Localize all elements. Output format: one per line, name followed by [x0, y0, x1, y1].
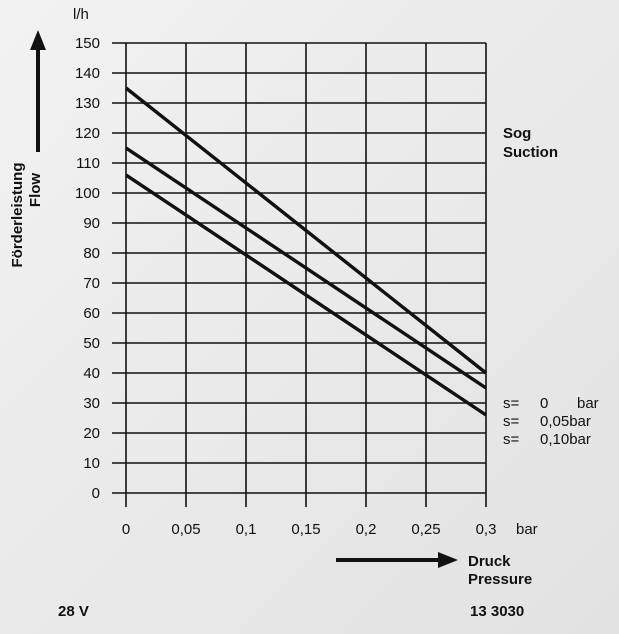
legend-unit: bar: [577, 395, 599, 412]
part-number: 13 3030: [470, 603, 524, 620]
legend-entry-2: s= 0,05bar: [503, 413, 591, 430]
series-lines: [124, 86, 488, 417]
y-tick-label: 110: [76, 155, 100, 172]
series-line-2: [125, 146, 487, 390]
legend-entry-1: s= 0 bar: [503, 395, 599, 412]
x-tick-label: 0,2: [356, 521, 377, 538]
x-tick-labels: 0 0,05 0,1 0,15 0,2 0,25 0,3: [122, 521, 497, 538]
side-note-en: Suction: [503, 144, 558, 161]
y-tick-labels: 0 10 20 30 40 50 60 70 80 90 100 110 120 130 140 150: [75, 35, 100, 502]
y-unit-label: l/h: [73, 6, 89, 23]
legend: s= 0 bar s= 0,05bar s= 0,10bar: [503, 395, 599, 448]
y-tick-label: 20: [83, 425, 100, 442]
x-tick-label: 0,1: [236, 521, 257, 538]
legend-prefix: s=: [503, 413, 520, 430]
x-axis-title: Druck Pressure: [336, 552, 532, 588]
y-tick-label: 10: [83, 455, 100, 472]
y-tick-label: 60: [83, 305, 100, 322]
y-tick-label: 80: [83, 245, 100, 262]
x-tick-label: 0,3: [476, 521, 497, 538]
y-axis-label-en: Flow: [27, 173, 44, 207]
legend-value: 0,05bar: [540, 413, 591, 430]
x-unit-label: bar: [516, 521, 538, 538]
x-tick-label: 0,05: [171, 521, 200, 538]
legend-value: 0: [540, 395, 548, 412]
y-axis-title: Förderleistung Flow: [9, 30, 46, 268]
x-axis-label-de: Druck: [468, 553, 511, 570]
x-tick-label: 0,15: [291, 521, 320, 538]
y-tick-label: 150: [75, 35, 100, 52]
legend-prefix: s=: [503, 395, 520, 412]
y-tick-label: 100: [75, 185, 100, 202]
y-tick-label: 140: [75, 65, 100, 82]
x-axis-label-en: Pressure: [468, 571, 532, 588]
y-tick-label: 0: [92, 485, 100, 502]
y-axis-label-de: Förderleistung: [9, 162, 26, 267]
x-tick-label: 0: [122, 521, 130, 538]
side-note-de: Sog: [503, 125, 531, 142]
y-tick-label: 70: [83, 275, 100, 292]
y-tick-label: 120: [75, 125, 100, 142]
legend-value: 0,10bar: [540, 431, 591, 448]
grid: [112, 42, 487, 507]
voltage-label: 28 V: [58, 603, 89, 620]
x-axis-arrow-head: [438, 552, 458, 568]
legend-prefix: s=: [503, 431, 520, 448]
y-tick-label: 130: [75, 95, 100, 112]
y-tick-label: 30: [83, 395, 100, 412]
y-tick-label: 90: [83, 215, 100, 232]
y-tick-label: 50: [83, 335, 100, 352]
y-tick-label: 40: [83, 365, 100, 382]
x-tick-label: 0,25: [411, 521, 440, 538]
series-line-1: [124, 86, 488, 375]
legend-entry-3: s= 0,10bar: [503, 431, 591, 448]
series-line-3: [125, 173, 487, 417]
y-axis-arrow-head: [30, 30, 46, 50]
